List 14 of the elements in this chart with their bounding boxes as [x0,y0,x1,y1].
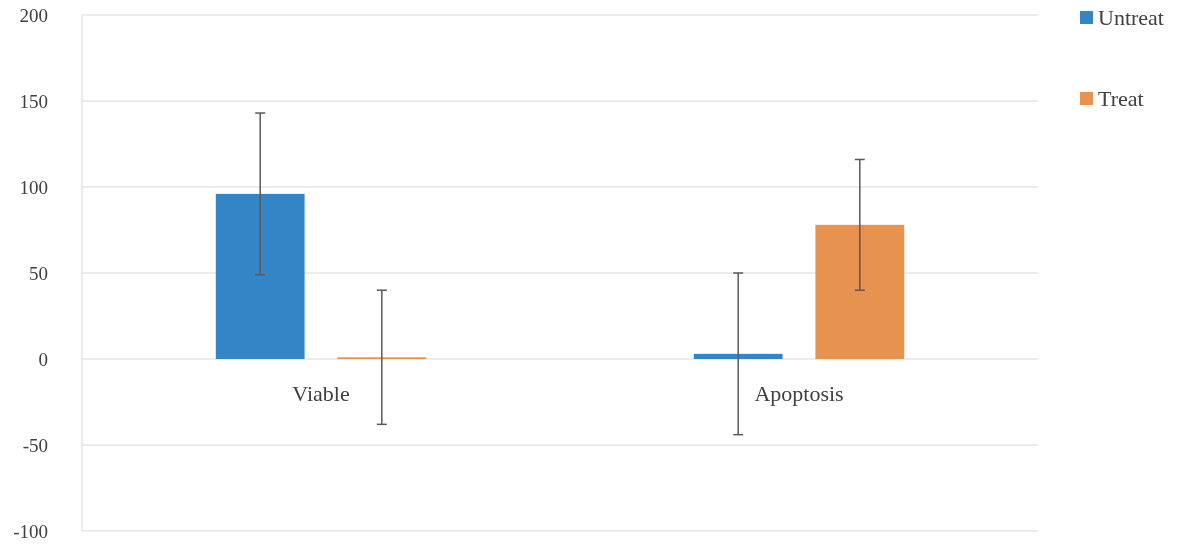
y-tick-label: 100 [19,176,48,198]
y-tick-label: -100 [13,520,48,542]
legend-label: Treat [1098,85,1144,111]
bar [815,224,905,359]
x-tick-label: Viable [292,381,350,406]
y-tick-label: 0 [38,348,48,370]
y-tick-label: -50 [22,434,48,456]
y-tick-label: 200 [19,4,48,26]
y-tick-label: 150 [19,90,48,112]
legend-label: Untreat [1098,4,1164,30]
bar [215,193,305,359]
y-tick-label: 50 [29,262,48,284]
bar [693,353,783,359]
x-tick-label: Apoptosis [754,381,844,406]
